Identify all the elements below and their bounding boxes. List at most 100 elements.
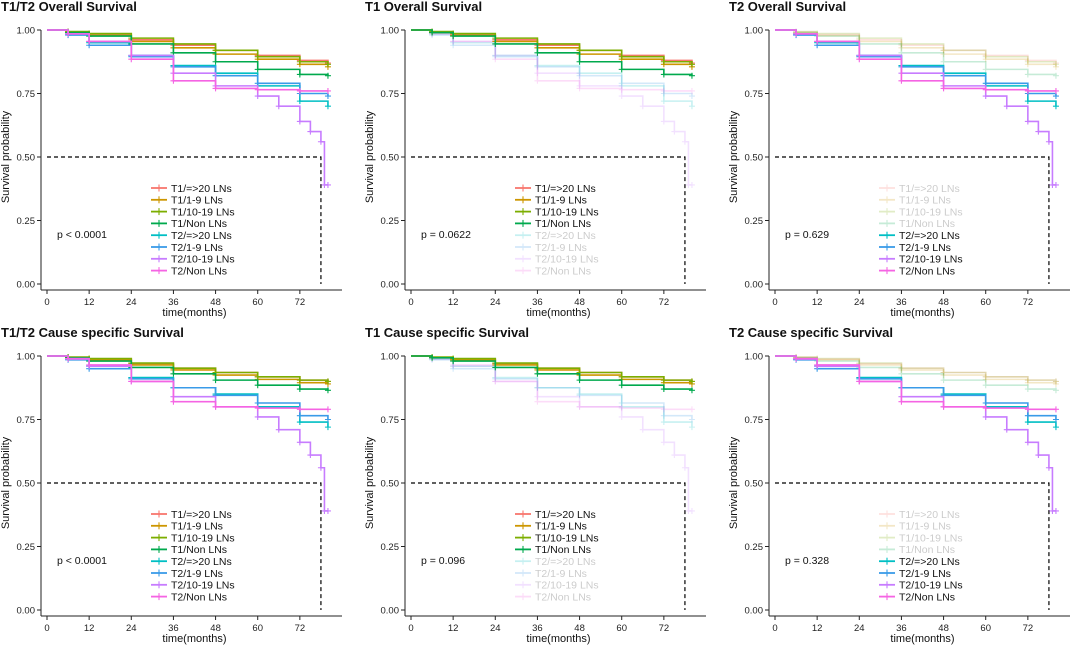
legend-label: T1/1-9 LNs xyxy=(535,195,587,207)
censor-mark xyxy=(254,86,261,93)
censor-mark xyxy=(1052,60,1059,67)
legend-item: T2/10-19 LNs xyxy=(515,580,599,592)
chart-panel-2: T1 Overall Survival Survival probability 0… xyxy=(364,0,706,319)
legend-item: T2/1-9 LNs xyxy=(515,568,587,580)
censor-mark xyxy=(982,66,989,73)
legend-label: T1/10-19 LNs xyxy=(899,532,963,544)
legend-item: T1/=>20 LNs xyxy=(879,509,960,521)
survival-curve xyxy=(411,29,692,186)
x-axis-title: time(months) xyxy=(526,307,590,319)
legend-label: T2/Non LNs xyxy=(899,591,955,603)
censor-mark xyxy=(534,384,541,391)
legend-item: T2/10-19 LNs xyxy=(879,254,963,266)
legend-item: T1/=>20 LNs xyxy=(151,183,232,195)
censor-mark xyxy=(618,403,625,410)
censor-mark xyxy=(688,424,695,431)
x-tick-label: 48 xyxy=(210,623,221,634)
y-tick-label: 1.00 xyxy=(745,352,764,363)
p-value-label: p = 0.096 xyxy=(421,555,465,567)
censor-mark xyxy=(639,426,646,433)
legend-label: T1/10-19 LNs xyxy=(535,206,599,218)
censor-mark xyxy=(1052,507,1059,514)
legend-item: T1/1-9 LNs xyxy=(515,195,587,207)
censor-mark xyxy=(534,398,541,405)
legend-item: T1/=>20 LNs xyxy=(515,509,596,521)
chart-title: T1 Cause specific Survival xyxy=(365,325,529,340)
survival-curve xyxy=(47,29,328,92)
censor-mark xyxy=(324,87,331,94)
censor-mark xyxy=(65,30,72,37)
censor-mark xyxy=(1024,58,1031,65)
y-tick-label: 0.25 xyxy=(17,542,36,553)
censor-mark xyxy=(296,419,303,426)
censor-mark xyxy=(898,40,905,47)
censor-mark xyxy=(492,378,499,385)
censor-mark xyxy=(685,181,692,188)
y-tick-label: 0.00 xyxy=(381,606,400,617)
censor-mark xyxy=(296,71,303,78)
survival-curve xyxy=(775,355,1057,382)
series-t2-non-lns xyxy=(775,29,1059,94)
legend-label: T1/Non LNs xyxy=(171,544,227,556)
y-tick-label: 0.00 xyxy=(745,606,764,617)
y-tick-label: 0.25 xyxy=(381,216,400,227)
x-tick-label: 12 xyxy=(84,623,95,634)
censor-mark xyxy=(317,464,324,471)
censor-mark xyxy=(296,377,303,384)
censor-mark xyxy=(324,61,331,68)
censor-mark xyxy=(450,38,457,45)
censor-mark xyxy=(317,138,324,145)
censor-mark xyxy=(212,58,219,65)
median-reference-line xyxy=(47,482,322,610)
censor-mark xyxy=(492,53,499,60)
censor-mark xyxy=(1024,412,1031,419)
censor-mark xyxy=(307,452,314,459)
censor-mark xyxy=(212,377,219,384)
series-t2-1-9-lns xyxy=(411,29,695,100)
x-tick-label: 72 xyxy=(295,623,306,634)
censor-mark xyxy=(660,87,667,94)
censor-mark xyxy=(170,370,177,377)
y-tick-label: 0.50 xyxy=(745,479,764,490)
legend-item: T2/1-9 LNs xyxy=(879,568,951,580)
legend-item: T2/Non LNs xyxy=(879,265,955,277)
y-axis-title: Survival probability xyxy=(0,110,12,203)
censor-mark xyxy=(688,406,695,413)
legend-label: T1/=>20 LNs xyxy=(899,509,960,521)
censor-mark xyxy=(982,399,989,406)
chart-panel-4: T1/T2 Cause specific Survival Survival pr… xyxy=(0,325,342,645)
censor-mark xyxy=(1024,71,1031,78)
y-tick-label: 0.50 xyxy=(17,153,36,164)
y-tick-label: 0.25 xyxy=(745,216,764,227)
legend-item: T1/Non LNs xyxy=(879,218,955,230)
x-axis-title: time(months) xyxy=(526,633,590,645)
legend-item: T2/Non LNs xyxy=(515,265,591,277)
legend-item: T2/Non LNs xyxy=(879,591,955,603)
series-t2-20-lns xyxy=(411,355,695,431)
censor-mark xyxy=(618,413,625,420)
censor-mark xyxy=(1045,138,1052,145)
legend-item: T1/10-19 LNs xyxy=(879,206,963,218)
x-tick-label: 24 xyxy=(854,297,865,308)
legend-item: T2/1-9 LNs xyxy=(879,242,951,254)
y-tick-label: 0.50 xyxy=(17,479,36,490)
censor-mark xyxy=(1003,103,1010,110)
legend-label: T1/1-9 LNs xyxy=(899,195,951,207)
legend-label: T2/10-19 LNs xyxy=(171,254,235,266)
legend-item: T1/=>20 LNs xyxy=(515,183,596,195)
censor-mark xyxy=(688,416,695,423)
x-axis-title: time(months) xyxy=(162,307,226,319)
censor-mark xyxy=(982,405,989,412)
censor-mark xyxy=(898,366,905,373)
legend-label: T1/=>20 LNs xyxy=(535,183,596,195)
series-t2-non-lns xyxy=(775,355,1059,413)
censor-mark xyxy=(660,419,667,426)
legend-item: T2/Non LNs xyxy=(151,265,227,277)
x-tick-label: 12 xyxy=(84,297,95,308)
x-tick-label: 72 xyxy=(659,623,670,634)
legend-item: T2/1-9 LNs xyxy=(515,242,587,254)
legend-label: T2/10-19 LNs xyxy=(899,580,963,592)
survival-curve xyxy=(775,355,1057,384)
x-tick-label: 36 xyxy=(532,297,543,308)
censor-mark xyxy=(534,63,541,70)
